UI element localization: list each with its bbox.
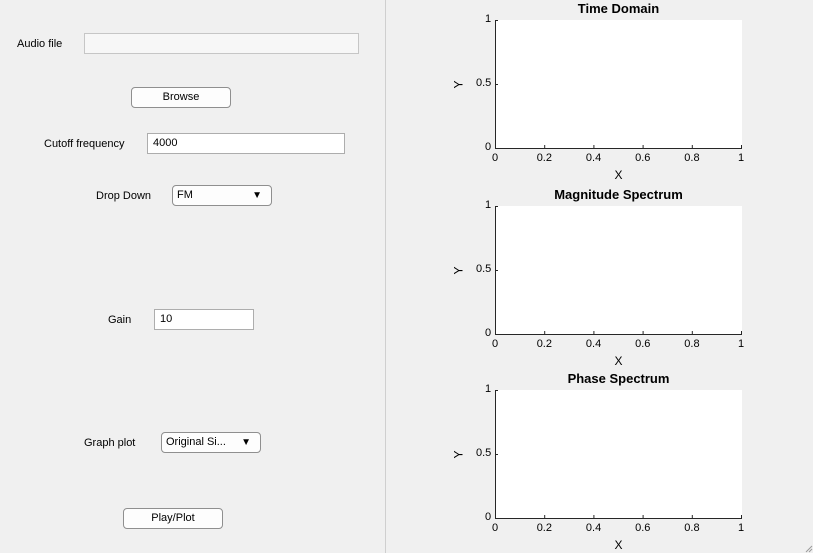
dropdown-value: FM <box>177 189 193 201</box>
dropdown-label: Drop Down <box>96 190 152 202</box>
gain-label: Gain <box>108 314 132 326</box>
plot-area <box>495 390 742 518</box>
x-axis-label: X <box>614 538 623 552</box>
x-tick-label: 0 <box>492 522 499 534</box>
plot-title: Phase Spectrum <box>567 371 670 386</box>
y-tick-label: 0 <box>485 141 492 153</box>
modulation-dropdown[interactable]: FM ▼ <box>172 185 272 206</box>
x-tick-label: 0.6 <box>635 152 651 164</box>
plot-area <box>495 20 742 148</box>
y-tick-label: 0.5 <box>476 77 492 89</box>
x-tick-label: 0.8 <box>684 338 700 350</box>
play-plot-button[interactable]: Play/Plot <box>123 508 223 529</box>
x-tick-label: 0.2 <box>536 152 552 164</box>
chevron-down-icon: ▼ <box>252 190 262 201</box>
x-tick-label: 0 <box>492 338 499 350</box>
y-axis-label: Y <box>451 450 466 459</box>
y-tick-label: 1 <box>485 199 492 211</box>
y-tick-label: 1 <box>485 13 492 25</box>
audio-file-label: Audio file <box>17 38 63 50</box>
graph-plot-value: Original Si... <box>166 436 226 448</box>
resize-grip-icon[interactable] <box>803 543 813 553</box>
x-axis-label: X <box>614 168 623 182</box>
cutoff-frequency-input[interactable]: 4000 <box>147 133 345 154</box>
y-tick-label: 0.5 <box>476 447 492 459</box>
x-tick-label: 0.2 <box>536 338 552 350</box>
x-tick-label: 1 <box>738 522 745 534</box>
audio-file-field[interactable] <box>84 33 359 54</box>
graph-plot-label: Graph plot <box>84 437 136 449</box>
graph-plot-dropdown[interactable]: Original Si... ▼ <box>161 432 261 453</box>
y-tick-label: 0 <box>485 511 492 523</box>
y-tick-label: 0.5 <box>476 263 492 275</box>
x-tick-label: 0.4 <box>585 522 602 534</box>
x-tick-label: 0.2 <box>536 522 552 534</box>
plot-title: Time Domain <box>577 1 660 16</box>
cutoff-frequency-label: Cutoff frequency <box>44 138 125 150</box>
x-tick-label: 0.8 <box>684 522 700 534</box>
x-tick-label: 0.4 <box>585 338 602 350</box>
x-axis-label: X <box>614 354 623 368</box>
x-tick-label: 0.8 <box>684 152 700 164</box>
y-tick-label: 1 <box>485 383 492 395</box>
x-tick-label: 1 <box>738 152 745 164</box>
plot-title: Magnitude Spectrum <box>554 187 683 202</box>
y-tick-label: 0 <box>485 327 492 339</box>
x-tick-label: 0 <box>492 152 499 164</box>
plot-area <box>495 206 742 334</box>
x-tick-label: 0.4 <box>585 152 602 164</box>
chevron-down-icon: ▼ <box>241 437 251 448</box>
x-tick-label: 0.6 <box>635 338 651 350</box>
panel-divider <box>385 0 386 553</box>
gain-input[interactable]: 10 <box>154 309 254 330</box>
x-tick-label: 0.6 <box>635 522 651 534</box>
x-tick-label: 1 <box>738 338 745 350</box>
browse-button[interactable]: Browse <box>131 87 231 108</box>
